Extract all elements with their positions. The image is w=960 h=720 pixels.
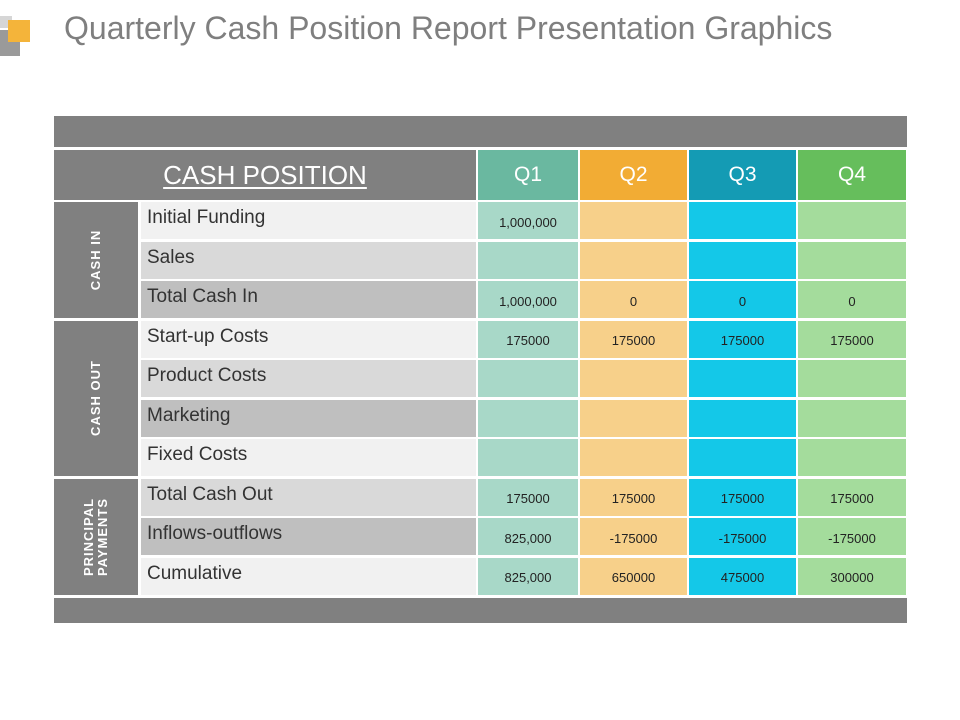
table-cell: 825,000: [478, 557, 578, 595]
group-label-line: PAYMENTS: [94, 497, 110, 576]
row-label: Fixed Costs: [141, 439, 476, 476]
table-top-bar: [54, 116, 907, 147]
row-label: Initial Funding: [141, 202, 476, 239]
table-cell: 650000: [580, 557, 687, 595]
quarter-header-1: Q1: [478, 150, 578, 200]
table-cell: [798, 399, 906, 437]
table-cell: 0: [798, 281, 906, 318]
table-cell: [798, 202, 906, 239]
page-title: Quarterly Cash Position Report Presentat…: [64, 10, 833, 46]
table-cell: [689, 399, 796, 437]
group-label-line: CASH IN: [87, 229, 103, 291]
table-cell: [580, 360, 687, 397]
row-label: Marketing: [141, 399, 476, 437]
table-cell: 825,000: [478, 518, 578, 555]
quarter-header-3: Q3: [689, 150, 796, 200]
row-label: Inflows-outflows: [141, 518, 476, 555]
row-label: Product Costs: [141, 360, 476, 397]
group-label-line: CASH OUT: [87, 360, 103, 437]
table-cell: [478, 360, 578, 397]
table-cell: 175000: [798, 478, 906, 516]
table-cell: 175000: [689, 478, 796, 516]
table-cell: 1,000,000: [478, 202, 578, 239]
logo: [0, 16, 34, 60]
table-cell: [580, 241, 687, 279]
table-cell: [580, 439, 687, 476]
cash-position-header: CASH POSITION: [54, 150, 476, 200]
row-label: Cumulative: [141, 557, 476, 595]
table-cell: [689, 439, 796, 476]
table-cell: 0: [689, 281, 796, 318]
quarter-header-2: Q2: [580, 150, 687, 200]
table-cell: -175000: [798, 518, 906, 555]
table-cell: [689, 202, 796, 239]
table-cell: [478, 439, 578, 476]
table-bottom-bar: [54, 598, 907, 623]
table-cell: [689, 241, 796, 279]
group-label-line: PRINCIPAL: [80, 497, 96, 576]
table-cell: [798, 439, 906, 476]
row-label: Sales: [141, 241, 476, 279]
table-cell: 175000: [580, 320, 687, 358]
table-cell: 175000: [689, 320, 796, 358]
group-label-1: CASH IN: [54, 202, 138, 318]
row-label: Total Cash Out: [141, 478, 476, 516]
table-cell: 0: [580, 281, 687, 318]
table-cell: 175000: [478, 478, 578, 516]
group-label-text: CASH OUT: [87, 360, 103, 437]
group-label-text: CASH IN: [87, 229, 103, 291]
table-cell: [478, 399, 578, 437]
quarter-header-4: Q4: [798, 150, 906, 200]
row-label: Start-up Costs: [141, 320, 476, 358]
logo-square-orange: [8, 20, 30, 42]
cash-position-table: CASH POSITION Q1 Q2 Q3 Q4 CASH IN CASH OUT PRI…: [54, 116, 907, 623]
row-label: Total Cash In: [141, 281, 476, 318]
cash-position-header-label: CASH POSITION: [163, 159, 367, 190]
table-cell: -175000: [580, 518, 687, 555]
table-cell: [580, 399, 687, 437]
table-cell: [798, 241, 906, 279]
table-cell: [478, 241, 578, 279]
group-label-text: PRINCIPAL PAYMENTS: [80, 497, 110, 576]
table-cell: 175000: [798, 320, 906, 358]
group-label-2: CASH OUT: [54, 320, 138, 476]
table-cell: 475000: [689, 557, 796, 595]
table-cell: -175000: [689, 518, 796, 555]
table-cell: 175000: [478, 320, 578, 358]
table-cell: 1,000,000: [478, 281, 578, 318]
table-cell: 175000: [580, 478, 687, 516]
group-label-3: PRINCIPAL PAYMENTS: [54, 478, 138, 595]
table-cell: 300000: [798, 557, 906, 595]
table-cell: [689, 360, 796, 397]
table-cell: [580, 202, 687, 239]
table-cell: [798, 360, 906, 397]
